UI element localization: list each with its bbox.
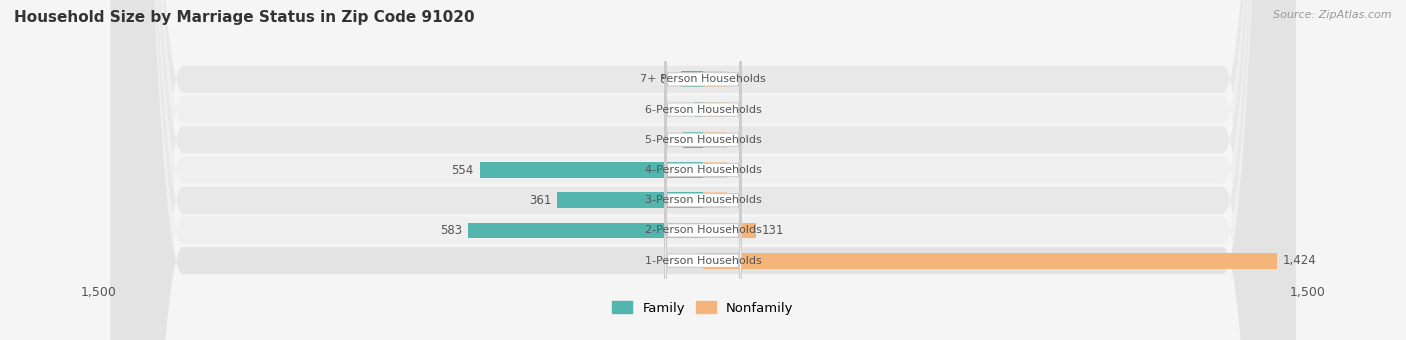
Text: 50: 50 [662,133,676,146]
Text: 583: 583 [440,224,463,237]
Bar [683,132,703,148]
Legend: Family, Nonfamily: Family, Nonfamily [607,296,799,320]
Bar [703,253,1277,269]
Text: 4-Person Households: 4-Person Households [644,165,762,175]
Bar [703,192,727,208]
Text: 2-Person Households: 2-Person Households [644,225,762,235]
Bar [479,162,703,178]
FancyBboxPatch shape [111,0,1295,340]
FancyBboxPatch shape [111,0,1295,340]
Text: 0: 0 [734,133,741,146]
Text: 0: 0 [734,164,741,176]
FancyBboxPatch shape [111,0,1295,340]
Text: Household Size by Marriage Status in Zip Code 91020: Household Size by Marriage Status in Zip… [14,10,475,25]
FancyBboxPatch shape [665,0,741,340]
Bar [703,132,727,148]
FancyBboxPatch shape [665,26,741,340]
FancyBboxPatch shape [111,0,1295,340]
Text: 0: 0 [734,194,741,207]
FancyBboxPatch shape [665,0,741,340]
Bar [558,192,703,208]
FancyBboxPatch shape [665,0,741,340]
FancyBboxPatch shape [665,0,741,314]
Text: Source: ZipAtlas.com: Source: ZipAtlas.com [1274,10,1392,20]
Bar [703,71,727,87]
Text: 23: 23 [673,103,688,116]
Text: 554: 554 [451,164,474,176]
Bar [703,102,727,117]
Bar [693,102,703,117]
Text: 3-Person Households: 3-Person Households [644,195,762,205]
Bar [703,162,727,178]
FancyBboxPatch shape [111,0,1295,340]
Bar [703,223,756,238]
Text: 0: 0 [734,103,741,116]
Text: 1-Person Households: 1-Person Households [644,256,762,266]
FancyBboxPatch shape [111,0,1295,340]
Text: 6-Person Households: 6-Person Households [644,105,762,115]
Text: 1,424: 1,424 [1284,254,1317,267]
Bar [468,223,703,238]
FancyBboxPatch shape [665,0,741,340]
Text: 5-Person Households: 5-Person Households [644,135,762,145]
Text: 0: 0 [734,73,741,86]
Text: 55: 55 [659,73,675,86]
Bar [681,71,703,87]
FancyBboxPatch shape [665,0,741,340]
Text: 361: 361 [529,194,551,207]
FancyBboxPatch shape [111,0,1295,340]
Text: 7+ Person Households: 7+ Person Households [640,74,766,84]
Text: 131: 131 [762,224,785,237]
